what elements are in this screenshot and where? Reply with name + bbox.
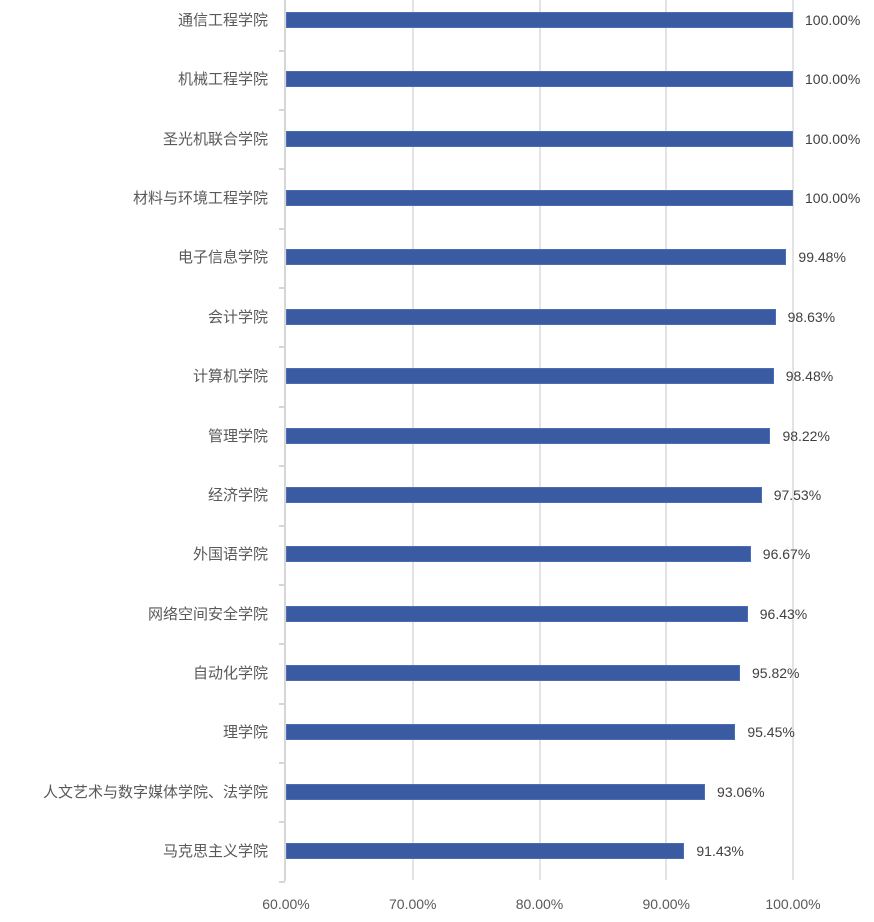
data-value-label: 100.00% <box>805 12 861 28</box>
data-bar <box>286 71 793 87</box>
category-tick <box>279 821 285 823</box>
data-value-label: 100.00% <box>805 71 861 87</box>
category-label: 理学院 <box>222 723 268 741</box>
data-bar <box>286 724 736 740</box>
category-label: 马克思主义学院 <box>162 842 268 860</box>
category-tick <box>279 584 285 586</box>
category-label: 网络空间安全学院 <box>147 605 268 623</box>
data-value-label: 97.53% <box>773 487 822 503</box>
data-bar <box>286 12 793 28</box>
category-tick <box>279 287 285 289</box>
data-value-label: 100.00% <box>805 190 861 206</box>
data-value-label: 96.43% <box>759 606 808 622</box>
data-value-label: 91.43% <box>696 843 744 859</box>
data-bar <box>286 190 793 206</box>
x-tick-label: 70.00% <box>389 896 437 912</box>
category-label: 圣光机联合学院 <box>162 130 268 148</box>
data-value-label: 95.82% <box>752 665 800 681</box>
category-label: 会计学院 <box>207 308 268 326</box>
data-bar <box>286 428 771 444</box>
category-label: 材料与环境工程学院 <box>132 189 268 207</box>
data-value-label: 99.48% <box>798 249 846 265</box>
category-label: 电子信息学院 <box>177 248 268 266</box>
category-tick <box>279 406 285 408</box>
data-bar <box>286 487 762 503</box>
x-tick-label: 100.00% <box>765 896 821 912</box>
x-tick-label: 90.00% <box>642 896 690 912</box>
data-bar <box>286 784 706 800</box>
x-tick-label: 80.00% <box>515 896 564 912</box>
data-bar <box>286 606 748 622</box>
category-tick <box>279 525 285 527</box>
data-value-label: 98.63% <box>787 309 836 325</box>
category-tick <box>279 881 285 883</box>
category-label: 人文艺术与数字媒体学院、法学院 <box>42 783 268 801</box>
category-tick <box>279 703 285 705</box>
data-value-label: 96.67% <box>762 546 811 562</box>
gridline <box>792 0 794 880</box>
category-label: 计算机学院 <box>192 367 268 385</box>
category-tick <box>279 109 285 111</box>
category-tick <box>279 228 285 230</box>
x-tick-label: 60.00% <box>262 896 310 912</box>
data-value-label: 98.48% <box>785 368 834 384</box>
category-tick <box>279 168 285 170</box>
data-bar <box>286 249 787 265</box>
category-label: 管理学院 <box>207 427 268 445</box>
category-label: 通信工程学院 <box>177 11 268 29</box>
data-bar <box>286 546 751 562</box>
category-label: 机械工程学院 <box>177 70 268 88</box>
data-value-label: 98.22% <box>782 428 830 444</box>
data-value-label: 93.06% <box>717 784 765 800</box>
data-value-label: 100.00% <box>805 131 861 147</box>
category-label: 外国语学院 <box>192 545 268 563</box>
data-bar <box>286 309 776 325</box>
data-bar <box>286 843 685 859</box>
data-value-label: 95.45% <box>747 724 795 740</box>
data-bar <box>286 665 741 681</box>
category-axis-line <box>284 0 286 881</box>
category-tick <box>279 762 285 764</box>
data-bar <box>286 131 793 147</box>
category-label: 经济学院 <box>207 486 268 504</box>
category-tick <box>279 465 285 467</box>
category-label: 自动化学院 <box>192 664 268 682</box>
data-bar <box>286 368 774 384</box>
category-tick <box>279 643 285 645</box>
category-tick <box>279 50 285 52</box>
category-tick <box>279 346 285 348</box>
